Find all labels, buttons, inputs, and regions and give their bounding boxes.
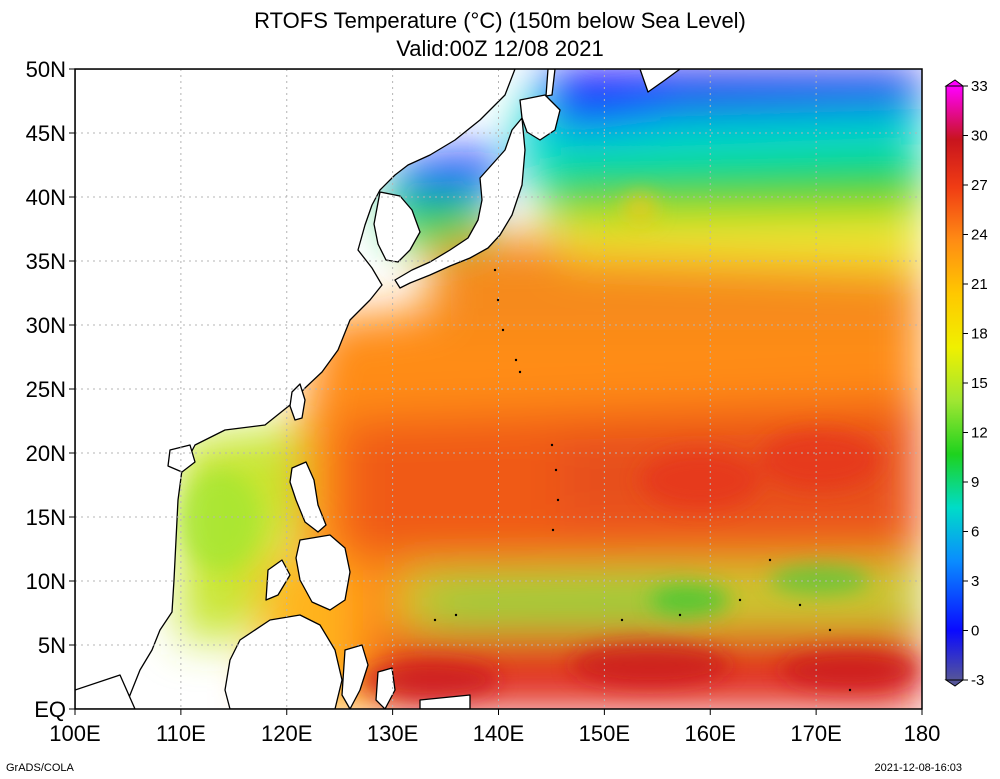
map-valid-time: Valid:00Z 12/08 2021 [396,36,604,61]
small-islands [433,268,852,692]
colorbar-label: 18 [971,326,988,343]
map-title: RTOFS Temperature (°C) (150m below Sea L… [254,8,746,33]
lon-tick-label: 130E [367,721,418,746]
lat-tick-label: 5N [38,633,66,658]
lat-tick-label: 45N [26,121,66,146]
gridlines [75,69,922,709]
colorbar-label: 33 [971,78,988,95]
lon-tick-label: 180 [904,721,941,746]
land-coastlines [75,69,681,709]
colorbar-top-arrow [944,79,965,87]
credit-label: GrADS/COLA [6,762,74,774]
latitude-axis: 50N 45N 40N 35N 30N 25N 20N 15N 10N 5N EQ [26,57,75,722]
lon-tick-label: 150E [579,721,630,746]
lon-tick-label: 170E [790,721,841,746]
lat-tick-label: 35N [26,249,66,274]
lon-tick-label: 160E [685,721,736,746]
lat-tick-label: 25N [26,377,66,402]
colorbar-label: -3 [971,672,984,689]
lon-tick-label: 120E [261,721,312,746]
timestamp-label: 2021-12-08-16:03 [874,762,962,774]
lat-tick-label: 20N [26,441,66,466]
colorbar-label: 30 [971,128,988,145]
colorbar-label: 0 [971,623,979,640]
colorbar-label: 27 [971,177,988,194]
longitude-axis: 100E 110E 120E 130E 140E 150E 160E 170E 180 [49,709,940,746]
colorbar-bottom-arrow [944,679,965,687]
lat-tick-label: EQ [34,697,66,722]
lon-tick-label: 100E [49,721,100,746]
lat-tick-label: 10N [26,569,66,594]
lat-tick-label: 40N [26,185,66,210]
lat-tick-label: 30N [26,313,66,338]
lat-tick-label: 15N [26,505,66,530]
colorbar-label: 3 [971,573,979,590]
lon-tick-label: 140E [473,721,524,746]
colorbar-label: 21 [971,276,988,293]
lon-tick-label: 110E [156,721,206,746]
colorbar-label: 9 [971,474,979,491]
colorbar-label: 15 [971,375,988,392]
colorbar-label: 6 [971,524,979,541]
colorbar-scale [945,85,964,681]
colorbar-label: 12 [971,425,988,442]
lat-tick-label: 50N [26,57,66,82]
colorbar-label: 24 [971,227,988,244]
